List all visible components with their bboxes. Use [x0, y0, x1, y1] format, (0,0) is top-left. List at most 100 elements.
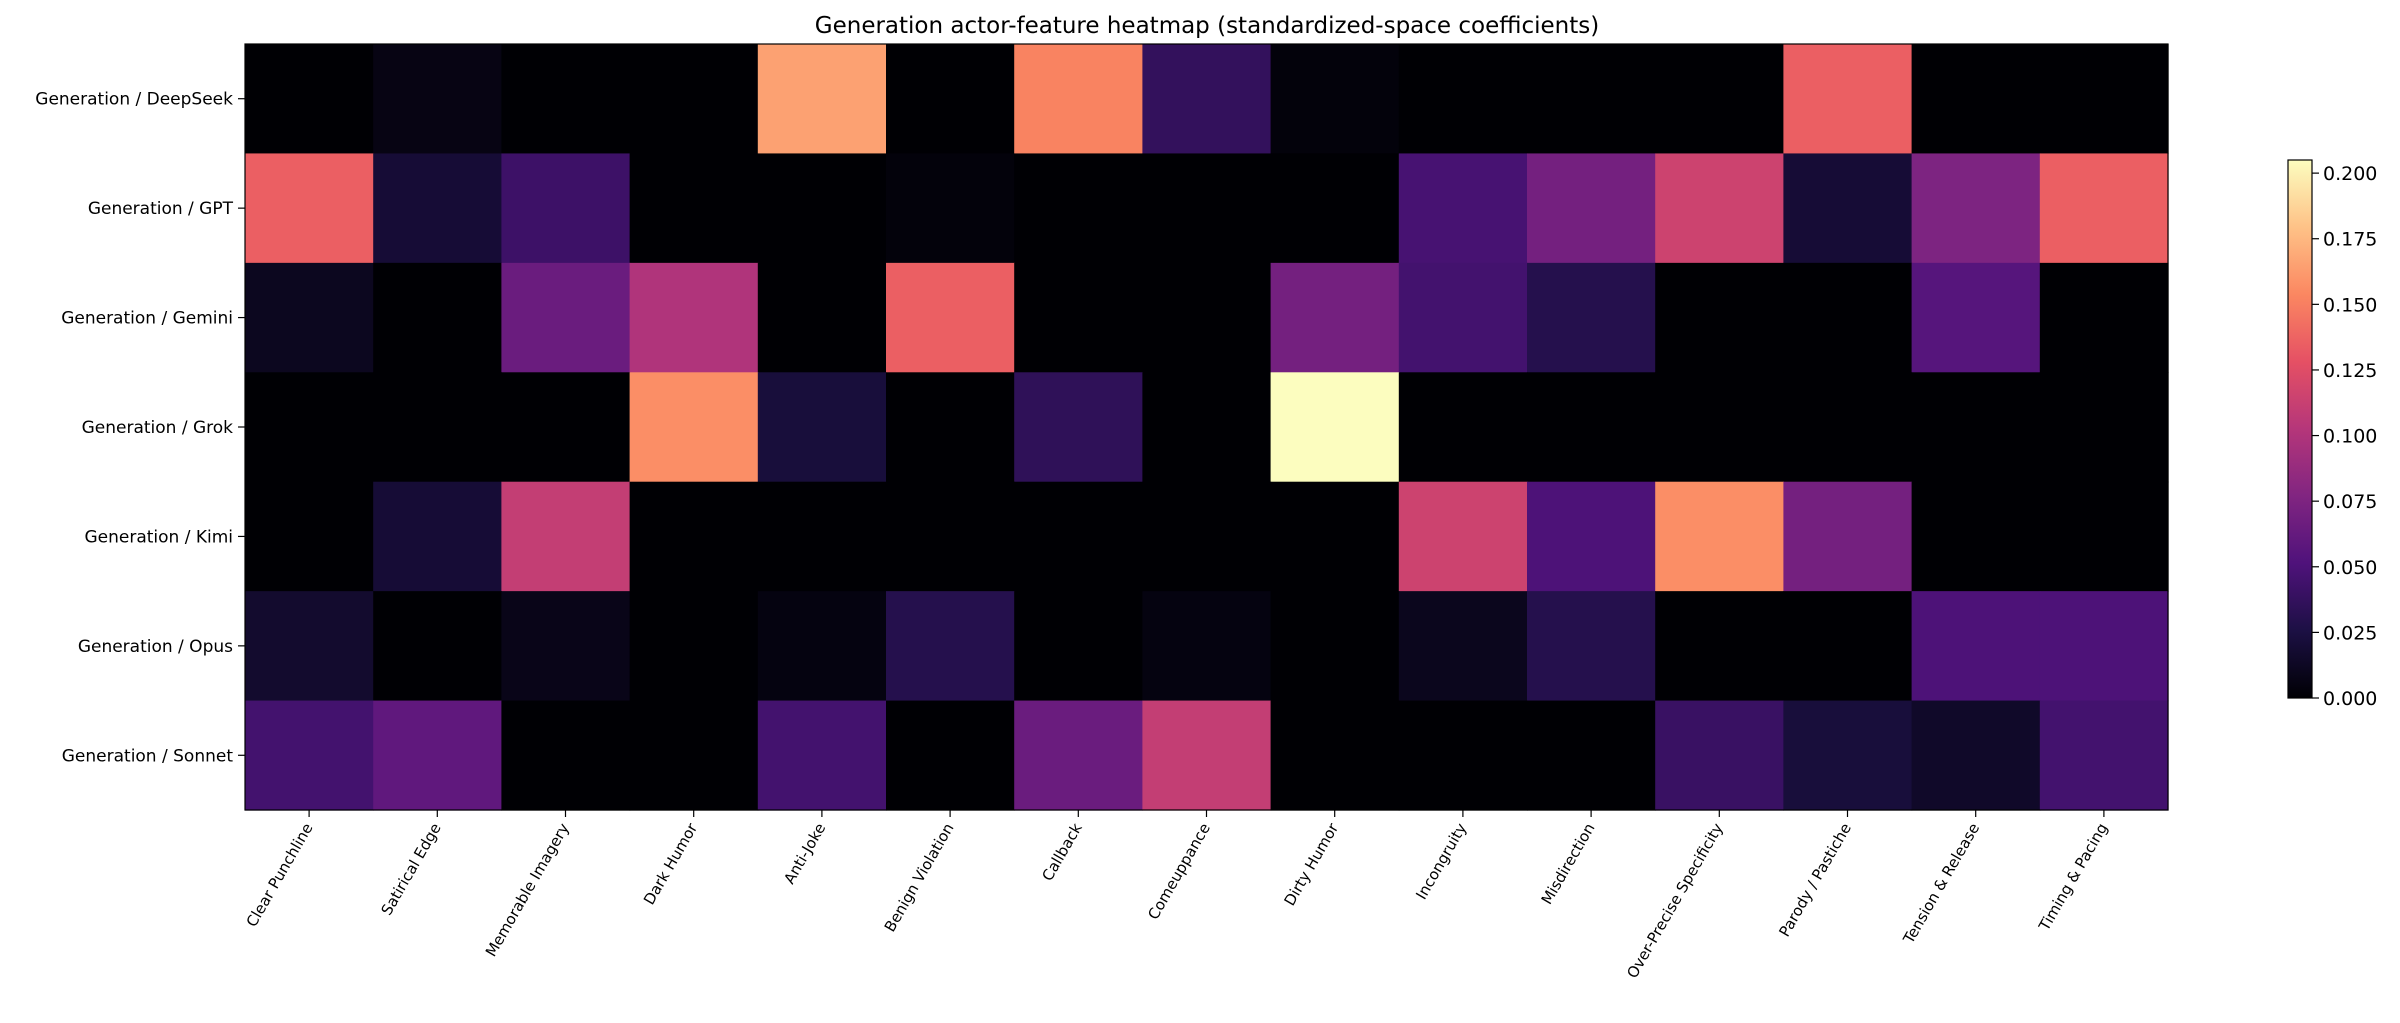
heatmap-cell	[757, 44, 887, 155]
heatmap-cell	[245, 44, 374, 155]
heatmap-cell	[757, 481, 887, 592]
heatmap-cell	[245, 700, 374, 811]
heatmap-cell	[1398, 262, 1528, 373]
heatmap-cell	[2039, 591, 2169, 702]
colorbar-tick-label: 0.075	[2323, 491, 2377, 513]
heatmap-cell	[1398, 481, 1528, 592]
heatmap-cell	[1783, 372, 1913, 483]
heatmap-cell	[2039, 262, 2169, 373]
heatmap-cell	[1527, 700, 1656, 811]
heatmap-cell	[886, 153, 1015, 264]
column-labels: Clear Punchline Satirical Edge Memorable I…	[243, 810, 2112, 981]
heatmap-cells	[245, 44, 2169, 811]
heatmap-cell	[886, 481, 1015, 592]
heatmap-cell	[1911, 372, 2041, 483]
colorbar-tick-label: 0.150	[2323, 294, 2377, 316]
heatmap-cell	[2039, 44, 2169, 155]
heatmap-cell	[1655, 44, 1784, 155]
heatmap-cell	[1911, 700, 2041, 811]
heatmap-cell	[886, 372, 1015, 483]
heatmap-cell	[1142, 481, 1272, 592]
heatmap-cell	[1014, 481, 1143, 592]
heatmap-cell	[1014, 591, 1143, 702]
heatmap-cell	[373, 44, 502, 155]
heatmap-cell	[501, 44, 631, 155]
column-label: Dark Humor	[640, 819, 702, 908]
column-label: Timing & Pacing	[2035, 820, 2112, 935]
heatmap-cell	[1655, 481, 1784, 592]
heatmap-cell	[1398, 700, 1528, 811]
heatmap-cell	[1398, 591, 1528, 702]
row-label: Generation / DeepSeek	[35, 90, 233, 110]
heatmap-cell	[629, 591, 759, 702]
heatmap-cell	[1655, 591, 1784, 702]
heatmap-cell	[373, 481, 502, 592]
colorbar-tick-label: 0.175	[2323, 229, 2377, 251]
heatmap-cell	[2039, 153, 2169, 264]
heatmap-cell	[1911, 481, 2041, 592]
heatmap-cell	[2039, 481, 2169, 592]
heatmap-cell	[1014, 44, 1143, 155]
heatmap-cell	[886, 262, 1015, 373]
heatmap-cell	[373, 153, 502, 264]
column-label: Tension & Release	[1899, 820, 1983, 948]
heatmap-cell	[1527, 372, 1656, 483]
heatmap-cell	[1270, 372, 1400, 483]
heatmap-cell	[886, 591, 1015, 702]
heatmap-cell	[629, 44, 759, 155]
heatmap-cell	[501, 153, 631, 264]
heatmap-cell	[629, 700, 759, 811]
heatmap-cell	[1527, 481, 1656, 592]
heatmap-cell	[1270, 591, 1400, 702]
heatmap-cell	[629, 372, 759, 483]
heatmap-cell	[1270, 44, 1400, 155]
heatmap-cell	[1014, 700, 1143, 811]
heatmap-cell	[1527, 262, 1656, 373]
heatmap-cell	[757, 700, 887, 811]
heatmap-cell	[1911, 44, 2041, 155]
heatmap-cell	[1655, 262, 1784, 373]
heatmap-cell	[1014, 372, 1143, 483]
heatmap-cell	[1270, 700, 1400, 811]
heatmap-cell	[501, 700, 631, 811]
heatmap-cell	[373, 372, 502, 483]
heatmap-cell	[245, 262, 374, 373]
heatmap-cell	[1655, 372, 1784, 483]
colorbar-tick-label: 0.050	[2323, 557, 2377, 579]
column-label: Memorable Imagery	[482, 820, 573, 960]
heatmap-cell	[373, 700, 502, 811]
row-label: Generation / Kimi	[84, 527, 233, 547]
heatmap-cell	[757, 372, 887, 483]
heatmap-cell	[2039, 372, 2169, 483]
column-label: Over-Precise Specificity	[1623, 820, 1727, 981]
row-label: Generation / Grok	[82, 418, 234, 438]
heatmap-cell	[1783, 591, 1913, 702]
heatmap-cell	[1014, 153, 1143, 264]
heatmap-cell	[245, 372, 374, 483]
heatmap-cell	[757, 262, 887, 373]
heatmap-cell	[501, 591, 631, 702]
heatmap-cell	[1783, 481, 1913, 592]
heatmap-cell	[1527, 153, 1656, 264]
heatmap-cell	[1783, 700, 1913, 811]
column-label: Dirty Humor	[1280, 819, 1342, 909]
column-label: Anti-Joke	[780, 820, 829, 887]
colorbar-ticks: 0.000 0.025 0.050 0.075 0.100 0.125 0.150 0.175…	[2312, 163, 2377, 710]
heatmap-cell	[245, 481, 374, 592]
column-label: Satirical Edge	[378, 820, 445, 918]
heatmap-cell	[629, 153, 759, 264]
heatmap-cell	[1398, 44, 1528, 155]
heatmap-cell	[245, 153, 374, 264]
heatmap-cell	[1527, 44, 1656, 155]
heatmap-cell	[1142, 372, 1272, 483]
heatmap-cell	[1142, 153, 1272, 264]
row-label: Generation / Sonnet	[62, 746, 234, 766]
heatmap-cell	[1398, 153, 1528, 264]
heatmap-cell	[886, 44, 1015, 155]
column-label: Misdirection	[1538, 820, 1599, 908]
heatmap-cell	[1142, 262, 1272, 373]
colorbar-tick-label: 0.025	[2323, 622, 2377, 644]
heatmap-cell	[1911, 262, 2041, 373]
heatmap-cell	[1142, 591, 1272, 702]
colorbar-tick-label: 0.100	[2323, 426, 2377, 448]
